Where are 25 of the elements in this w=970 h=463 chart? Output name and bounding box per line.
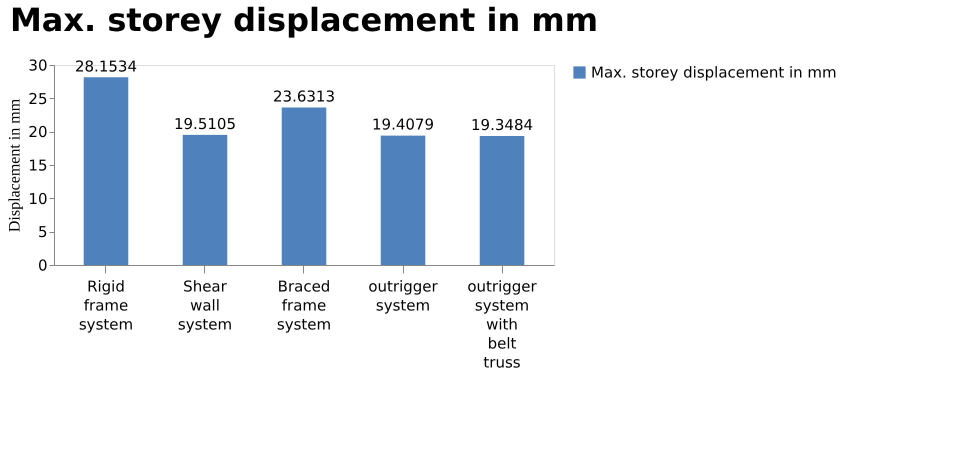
x-tick-label: outrigger system — [368, 278, 439, 314]
data-label: 19.3484 — [471, 116, 534, 134]
x-tick-label: Rigid frame system — [78, 278, 134, 334]
y-axis-title: Displacement in mm — [6, 98, 24, 232]
x-tick-label: Braced frame system — [276, 278, 332, 334]
data-label: 19.4079 — [372, 116, 434, 134]
bar — [84, 77, 128, 265]
data-label: 28.1534 — [74, 57, 137, 76]
chart-title: Max. storey displacement in mm — [10, 1, 598, 39]
bar — [182, 134, 228, 265]
x-tick-label: Shear wall system — [178, 278, 232, 334]
y-tick-label: 20 — [28, 123, 48, 142]
y-tick-label: 10 — [28, 190, 48, 208]
y-tick-label: 25 — [28, 90, 48, 108]
legend-label: Max. storey displacement in mm — [591, 64, 837, 82]
y-tick-label: 0 — [38, 256, 48, 274]
data-label: 19.5105 — [174, 114, 236, 133]
bar — [480, 136, 524, 265]
x-tick-label: outrigger system with belt truss — [467, 278, 538, 372]
data-label: 23.6313 — [272, 87, 336, 106]
bar — [380, 136, 426, 265]
y-tick-label: 5 — [38, 223, 48, 242]
y-tick-label: 15 — [28, 156, 48, 174]
y-tick-label: 30 — [28, 56, 48, 74]
bar — [282, 107, 326, 265]
